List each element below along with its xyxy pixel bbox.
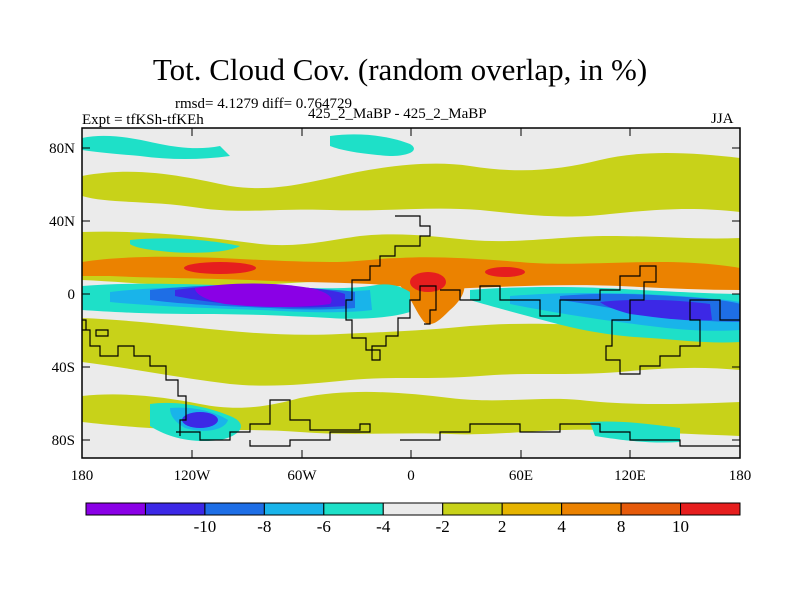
cyan-patch-arctic-2 — [330, 134, 414, 156]
cyan-patch-antarctic-east — [590, 421, 680, 443]
coastline-africa — [345, 215, 437, 361]
y-tick-label: 80S — [52, 433, 75, 449]
cyan-patch-arctic — [82, 135, 230, 159]
colorbar-label: 10 — [672, 517, 690, 536]
colorbar-label: -6 — [316, 517, 331, 536]
darkblue-band-east — [600, 299, 712, 321]
x-tick-label: 180 — [71, 468, 94, 484]
red-patch-west-pacific — [184, 262, 256, 274]
colorbar-swatch — [204, 502, 265, 516]
yellow-band-lower-tropics — [82, 318, 740, 386]
colorbar-label: -10 — [193, 517, 217, 536]
cyan-patch-north-midlat — [130, 238, 240, 253]
colorbar-swatch — [620, 502, 682, 516]
purple-minimum-central-pacific — [195, 283, 332, 307]
x-tick-label: 120E — [614, 468, 646, 484]
coastline-south-america — [82, 329, 187, 436]
map-title: Tot. Cloud Cov. (random overlap, in %) — [152, 52, 648, 87]
colorbar-swatch — [323, 502, 384, 516]
y-tick-labels: 80N 40N 0 40S 80S — [49, 141, 75, 449]
red-patch-prime-meridian — [410, 272, 446, 292]
colorbar-label: 8 — [616, 517, 626, 536]
y-tick-label: 40N — [49, 214, 75, 230]
x-tick-label: 60E — [509, 468, 533, 484]
colorbar-swatch — [85, 502, 146, 516]
colorbar-swatch — [382, 502, 444, 516]
x-tick-labels: 180 120W 60W 0 60E 120E 180 — [71, 468, 752, 484]
y-tick-label: 0 — [68, 287, 76, 303]
colorbar — [85, 502, 741, 516]
y-tick-label: 40S — [52, 360, 75, 376]
experiment-label: Expt = tfKSh-tfKEh — [82, 112, 204, 128]
yellow-band-north — [82, 153, 740, 217]
x-tick-label: 0 — [407, 468, 415, 484]
stats-label: rmsd= 4.1279 diff= 0.764729 — [175, 96, 353, 112]
colorbar-label: -4 — [376, 517, 391, 536]
coastlines — [82, 215, 740, 447]
y-tick-label: 80N — [49, 141, 75, 157]
coastline-antarctica — [176, 399, 740, 447]
colorbar-swatch — [442, 502, 503, 516]
coastline-north-america — [82, 319, 109, 337]
season-label: JJA — [711, 111, 734, 127]
colorbar-swatch — [263, 502, 325, 516]
darkblue-patch-antarctic — [182, 412, 218, 428]
comparison-label: 425_2_MaBP - 425_2_MaBP — [308, 106, 487, 122]
colorbar-swatch — [501, 502, 563, 516]
x-tick-label: 120W — [174, 468, 212, 484]
y-tick-marks — [82, 147, 740, 441]
colorbar-label: -2 — [435, 517, 450, 536]
colorbar-label: 4 — [557, 517, 566, 536]
x-tick-marks — [81, 128, 741, 458]
red-patch-east — [485, 267, 525, 277]
coastline-asia — [440, 265, 740, 375]
colorbar-swatch — [144, 502, 206, 516]
x-tick-label: 60W — [287, 468, 317, 484]
x-tick-label: 180 — [729, 468, 752, 484]
colorbar-swatch — [680, 502, 741, 516]
map-field — [82, 128, 740, 458]
colorbar-swatch — [561, 502, 622, 516]
colorbar-label: 2 — [497, 517, 507, 536]
colorbar-label: -8 — [257, 517, 272, 536]
yellow-band-south — [82, 391, 740, 436]
